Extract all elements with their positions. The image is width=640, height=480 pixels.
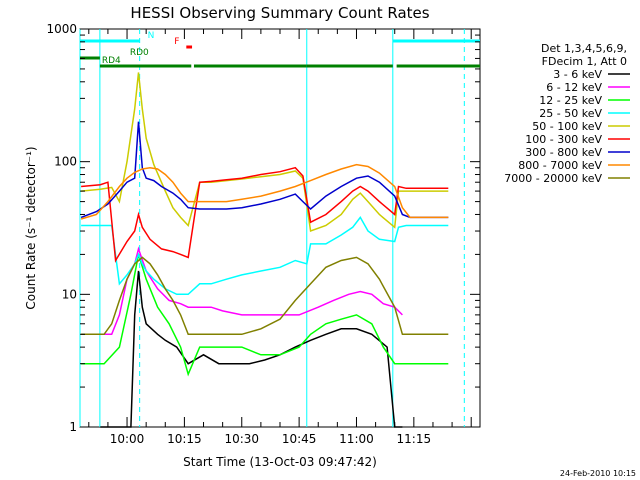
flag-label-f: F [174,37,179,47]
footer-timestamp: 24-Feb-2010 10:15 [560,469,636,478]
x-axis-label: Start Time (13-Oct-03 09:47:42) [183,455,377,469]
legend-label-2: 12 - 25 keV [539,94,602,107]
y-tick-label: 1 [69,420,77,434]
flag-label-rd4: RD4 [102,56,121,66]
series-line-8 [81,256,449,336]
series-line-5 [81,166,449,263]
legend-label-3: 25 - 50 keV [539,107,602,120]
legend-label-4: 50 - 100 keV [532,120,602,133]
series-lines [80,72,449,428]
x-tick-label: 10:45 [282,432,317,446]
series-line-4 [81,72,449,233]
x-axis: 10:00 10:15 10:30 10:45 11:00 11:15 [88,29,472,446]
y-tick-label: 100 [54,155,77,169]
x-tick-label: 10:00 [110,432,145,446]
legend-label-7: 800 - 7000 keV [518,159,602,172]
chart-title: HESSI Observing Summary Count Rates [130,4,429,22]
x-tick-label: 11:15 [397,432,432,446]
y-axis-label: Count Rate (s⁻¹ detector⁻¹) [24,146,38,309]
legend-header-0: Det 1,3,4,5,6,9, [541,42,627,55]
legend-label-8: 7000 - 20000 keV [504,172,602,185]
legend-header-1: FDecim 1, Att 0 [542,55,627,68]
legend-label-5: 100 - 300 keV [525,133,602,146]
flag-label-n: N [148,31,155,41]
series-line-7 [80,163,449,220]
flag-label-rd0: RD0 [130,48,149,58]
y-tick-label: 10 [62,287,77,301]
x-tick-label: 11:00 [339,432,374,446]
x-tick-label: 10:15 [167,432,202,446]
series-line-3 [81,216,449,296]
legend-label-6: 300 - 800 keV [525,146,602,159]
legend: Det 1,3,4,5,6,9,FDecim 1, Att 03 - 6 keV… [504,42,630,185]
legend-label-1: 6 - 12 keV [546,81,602,94]
x-tick-label: 10:30 [224,432,259,446]
series-line-2 [81,254,449,377]
flag-bars: N F RD0 RD4 [80,31,480,68]
legend-label-0: 3 - 6 keV [553,68,602,81]
y-tick-label: 1000 [46,22,77,36]
series-line-0 [100,270,403,428]
vertical-marker-lines [79,29,465,427]
y-axis: 1 10 100 1000 [46,22,480,434]
series-line-6 [80,121,449,219]
